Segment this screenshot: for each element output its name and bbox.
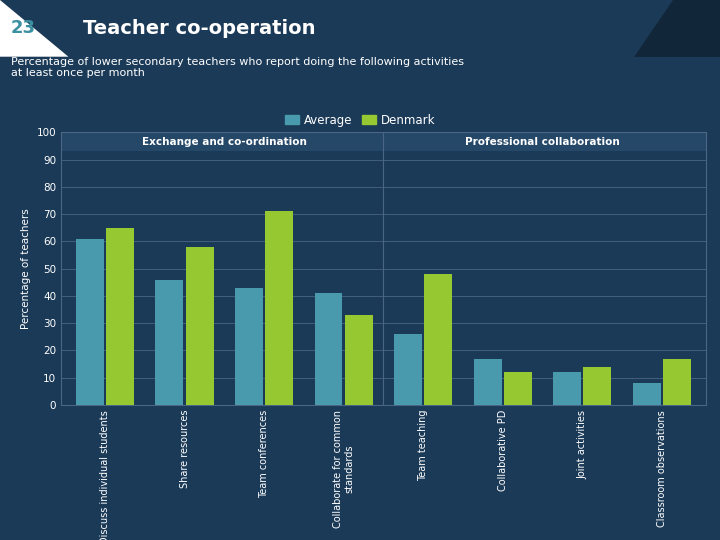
Bar [156,280,184,405]
Bar [76,239,104,405]
Bar [315,293,343,405]
Polygon shape [0,0,68,57]
Polygon shape [634,0,720,57]
Bar [474,359,502,405]
Bar [583,367,611,405]
Text: Teacher co-operation: Teacher co-operation [83,19,315,38]
Text: Professional collaboration: Professional collaboration [465,137,620,147]
Bar [186,247,214,405]
Bar [106,228,134,405]
Text: 23: 23 [11,19,35,37]
Bar [345,315,373,405]
Bar [504,372,532,405]
Bar [394,334,422,405]
Bar [553,372,581,405]
Bar [235,288,263,405]
Text: Percentage of lower secondary teachers who report doing the following activities: Percentage of lower secondary teachers w… [11,57,464,78]
Bar [61,132,706,151]
Bar [663,359,691,405]
Bar [265,211,293,405]
Bar [633,383,661,405]
Y-axis label: Percentage of teachers: Percentage of teachers [21,208,31,329]
Legend: Average, Denmark: Average, Denmark [280,109,440,131]
Text: Exchange and co-ordination: Exchange and co-ordination [142,137,307,147]
Bar [424,274,452,405]
